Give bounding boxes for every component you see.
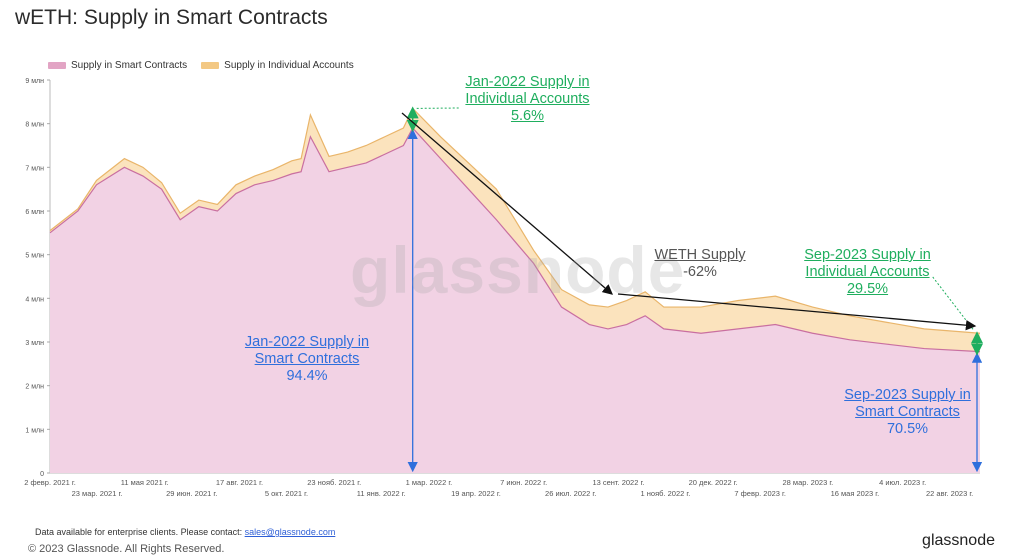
y-tick-label: 3 млн: [25, 340, 44, 347]
footer-email-link[interactable]: sales@glassnode.com: [245, 527, 336, 537]
x-tick-label: 2 февр. 2021 г.: [24, 478, 76, 487]
y-tick-label: 9 млн: [25, 78, 44, 85]
annotation-weth-value: -62%: [640, 264, 760, 281]
watermark: glassnode: [350, 232, 685, 308]
x-tick-label: 19 апр. 2022 г.: [451, 489, 501, 498]
annotation-jan-individual-line2: Individual Accounts: [440, 91, 615, 108]
x-tick-label: 7 февр. 2023 г.: [734, 489, 786, 498]
annotation-jan-smart-line2: Smart Contracts: [222, 351, 392, 368]
footer-contact-text: Data available for enterprise clients. P…: [35, 527, 242, 537]
x-tick-label: 17 авг. 2021 г.: [216, 478, 263, 487]
x-tick-label: 11 янв. 2022 г.: [357, 489, 406, 498]
x-tick-label: 22 авг. 2023 г.: [926, 489, 973, 498]
x-tick-label: 13 сент. 2022 г.: [592, 478, 644, 487]
annotation-jan-individual: Jan-2022 Supply in Individual Accounts 5…: [440, 74, 615, 125]
x-tick-label: 23 нояб. 2021 г.: [307, 478, 361, 487]
y-tick-label: 0: [40, 471, 44, 478]
brand-logo: glassnode: [922, 532, 995, 550]
annotation-sep-individual-line1: Sep-2023 Supply in: [780, 247, 955, 264]
y-tick-label: 5 млн: [25, 253, 44, 260]
y-tick-label: 7 млн: [25, 165, 44, 172]
annotation-sep-individual-value: 29.5%: [780, 281, 955, 298]
x-tick-label: 28 мар. 2023 г.: [783, 478, 834, 487]
annotation-jan-smart-line1: Jan-2022 Supply in: [222, 334, 392, 351]
x-tick-label: 16 мая 2023 г.: [831, 489, 880, 498]
y-tick-label: 2 млн: [25, 384, 44, 391]
x-tick-label: 1 мар. 2022 г.: [406, 478, 453, 487]
footer-contact: Data available for enterprise clients. P…: [35, 527, 335, 537]
annotation-sep-individual-line2: Individual Accounts: [780, 264, 955, 281]
annotation-jan-individual-value: 5.6%: [440, 108, 615, 125]
annotation-sep-smart: Sep-2023 Supply in Smart Contracts 70.5%: [825, 387, 990, 438]
x-tick-label: 7 июн. 2022 г.: [500, 478, 547, 487]
annotation-jan-smart-value: 94.4%: [222, 368, 392, 385]
annotation-sep-smart-line1: Sep-2023 Supply in: [825, 387, 990, 404]
x-tick-label: 20 дек. 2022 г.: [689, 478, 738, 487]
x-tick-label: 11 мая 2021 г.: [121, 478, 169, 487]
annotation-sep-smart-value: 70.5%: [825, 421, 990, 438]
annotation-jan-individual-line1: Jan-2022 Supply in: [440, 74, 615, 91]
annotation-weth: WETH Supply -62%: [640, 247, 760, 281]
annotation-sep-individual: Sep-2023 Supply in Individual Accounts 2…: [780, 247, 955, 298]
x-tick-label: 1 нояб. 2022 г.: [641, 489, 691, 498]
annotation-weth-line1: WETH Supply: [640, 247, 760, 264]
x-tick-label: 26 июл. 2022 г.: [545, 489, 596, 498]
x-tick-label: 23 мар. 2021 г.: [72, 489, 123, 498]
x-tick-label: 29 июн. 2021 г.: [166, 489, 217, 498]
x-tick-label: 4 июл. 2023 г.: [879, 478, 926, 487]
annotation-jan-smart: Jan-2022 Supply in Smart Contracts 94.4%: [222, 334, 392, 385]
x-tick-label: 5 окт. 2021 г.: [265, 489, 308, 498]
y-tick-label: 4 млн: [25, 296, 44, 303]
y-tick-label: 6 млн: [25, 209, 44, 216]
footer-copyright: © 2023 Glassnode. All Rights Reserved.: [28, 543, 224, 555]
y-tick-label: 8 млн: [25, 122, 44, 129]
annotation-sep-smart-line2: Smart Contracts: [825, 404, 990, 421]
y-tick-label: 1 млн: [25, 427, 44, 434]
